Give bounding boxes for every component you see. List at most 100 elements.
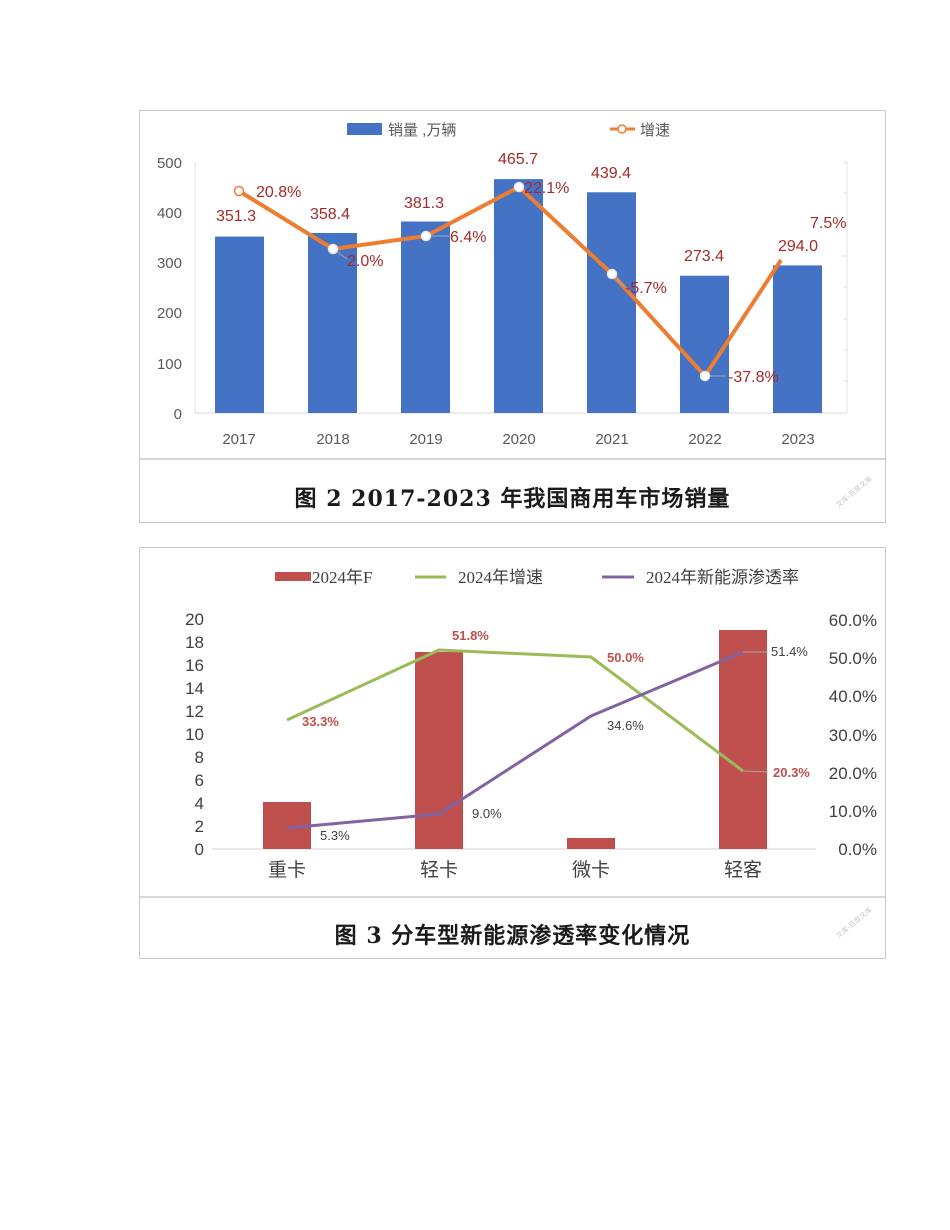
growth-marker <box>699 370 711 382</box>
figure-3-x-axis: 重卡 轻卡 微卡 轻客 <box>268 859 762 881</box>
y-tick: 16 <box>185 656 204 675</box>
figure-3-bars <box>263 630 767 849</box>
penetration-line <box>286 650 744 830</box>
figure-3-left-axis: 0 2 4 6 8 10 12 14 16 18 20 <box>185 610 204 859</box>
growth-label-2021: -5.7% <box>625 280 667 297</box>
growth-label-light-truck: 51.8% <box>452 628 489 643</box>
pen-label-light-truck: 9.0% <box>472 806 502 821</box>
growth-label-2017: 20.8% <box>256 184 301 201</box>
growth-marker <box>233 185 245 197</box>
bar-2017 <box>215 236 264 413</box>
y-tick: 0 <box>195 840 204 859</box>
y-tick: 14 <box>185 679 204 698</box>
legend-line-label: 增速 <box>640 122 670 139</box>
pen-label-light-bus: 51.4% <box>771 644 808 659</box>
y-tick: 100 <box>157 356 182 373</box>
bar-label-2017: 351.3 <box>216 208 256 225</box>
growth-label-heavy-truck: 33.3% <box>302 714 339 729</box>
figure-2-legend: 销量 ,万辆 增速 <box>347 122 670 139</box>
legend-bar-swatch <box>347 123 382 135</box>
y2-tick: 30.0% <box>829 726 877 745</box>
x-tick: 2022 <box>688 431 721 448</box>
y2-tick-marks <box>843 161 847 382</box>
figure-3-chart: 2024年F 2024年增速 2024年新能源渗透率 0 2 4 6 8 10 … <box>185 568 877 881</box>
legend-growth-label: 2024年增速 <box>458 568 543 587</box>
growth-label-2019: 6.4% <box>450 229 486 246</box>
growth-markers <box>233 181 711 382</box>
x-tick: 2023 <box>781 431 814 448</box>
x-tick: 2018 <box>316 431 349 448</box>
bar-label-2020: 465.7 <box>498 151 538 168</box>
legend-bar-label: 2024年F <box>312 568 372 587</box>
y-tick: 10 <box>185 725 204 744</box>
bar-2018 <box>308 233 357 413</box>
growth-label-light-bus: 20.3% <box>773 765 810 780</box>
x-tick: 重卡 <box>268 859 306 881</box>
leader-line <box>742 770 769 773</box>
growth-marker <box>420 230 432 242</box>
figure-2-bars <box>215 179 822 413</box>
growth-label-mini-truck: 50.0% <box>607 650 644 665</box>
y-tick: 18 <box>185 633 204 652</box>
figure-2-chart: 销量 ,万辆 增速 0 100 200 300 400 500 <box>157 122 848 448</box>
y2-tick: 50.0% <box>829 649 877 668</box>
figure-3-legend: 2024年F 2024年增速 2024年新能源渗透率 <box>275 568 799 587</box>
y-tick: 2 <box>195 817 204 836</box>
legend-penetration-label: 2024年新能源渗透率 <box>646 568 799 587</box>
bar-2023 <box>773 265 822 413</box>
bar-value-labels: 351.3 358.4 381.3 465.7 439.4 273.4 294.… <box>216 151 818 265</box>
figure-2-y-axis: 0 100 200 300 400 500 <box>157 155 182 423</box>
figure-3-frame: 2024年F 2024年增速 2024年新能源渗透率 0 2 4 6 8 10 … <box>139 547 886 959</box>
y2-tick: 40.0% <box>829 687 877 706</box>
figure-2-x-axis: 2017 2018 2019 2020 2021 2022 2023 <box>222 431 814 448</box>
x-tick: 微卡 <box>572 859 610 881</box>
x-tick: 轻客 <box>724 859 762 881</box>
bar-light-truck <box>415 652 463 849</box>
legend-line-marker-icon <box>617 124 627 134</box>
growth-label-2023: 7.5% <box>810 215 846 232</box>
bar-mini-truck <box>567 838 615 849</box>
growth-label-2022: -37.8% <box>728 369 779 386</box>
bar-label-2019: 381.3 <box>404 195 444 212</box>
growth-marker <box>327 243 339 255</box>
pen-label-mini-truck: 34.6% <box>607 718 644 733</box>
legend-bar-swatch <box>275 572 311 581</box>
bar-2020 <box>494 179 543 413</box>
growth-value-labels: 20.8% 2.0% 6.4% 22.1% -5.7% -37.8% 7.5% <box>256 180 846 386</box>
figure-2-divider <box>140 458 885 460</box>
bar-label-2021: 439.4 <box>591 165 631 182</box>
bar-label-2018: 358.4 <box>310 206 350 223</box>
bar-label-2023: 294.0 <box>778 238 818 255</box>
growth-marker <box>513 181 525 193</box>
figure-3-caption: 图 3 分车型新能源渗透率变化情况 <box>334 923 691 949</box>
x-tick: 2017 <box>222 431 255 448</box>
y-tick: 200 <box>157 305 182 322</box>
y-tick: 0 <box>174 406 182 423</box>
growth-marker <box>606 268 618 280</box>
bar-2019 <box>401 221 450 413</box>
growth-label-2018: 2.0% <box>347 253 383 270</box>
bar-label-2022: 273.4 <box>684 248 724 265</box>
bar-2022 <box>680 275 729 413</box>
y2-tick: 20.0% <box>829 764 877 783</box>
pen-label-heavy-truck: 5.3% <box>320 828 350 843</box>
x-tick: 2021 <box>595 431 628 448</box>
y2-tick: 60.0% <box>829 611 877 630</box>
figure-3-right-axis: 0.0% 10.0% 20.0% 30.0% 40.0% 50.0% 60.0% <box>829 611 877 859</box>
x-tick: 轻卡 <box>420 859 458 881</box>
y-tick: 20 <box>185 610 204 629</box>
growth-value-labels: 33.3% 51.8% 50.0% 20.3% <box>302 628 810 780</box>
y-tick: 8 <box>195 748 204 767</box>
figure-2-frame: 销量 ,万辆 增速 0 100 200 300 400 500 <box>139 110 886 523</box>
y-tick: 300 <box>157 255 182 272</box>
y-tick: 12 <box>185 702 204 721</box>
bar-light-bus <box>719 630 767 849</box>
growth-line <box>286 648 744 773</box>
legend-bar-label: 销量 ,万辆 <box>388 122 456 139</box>
penetration-value-labels: 5.3% 9.0% 34.6% 51.4% <box>320 644 808 843</box>
x-tick: 2019 <box>409 431 442 448</box>
y-tick: 400 <box>157 205 182 222</box>
y-tick: 500 <box>157 155 182 172</box>
figure-2-caption: 图 2 2017-2023 年我国商用车市场销量 <box>294 486 731 512</box>
y-tick: 6 <box>195 771 204 790</box>
